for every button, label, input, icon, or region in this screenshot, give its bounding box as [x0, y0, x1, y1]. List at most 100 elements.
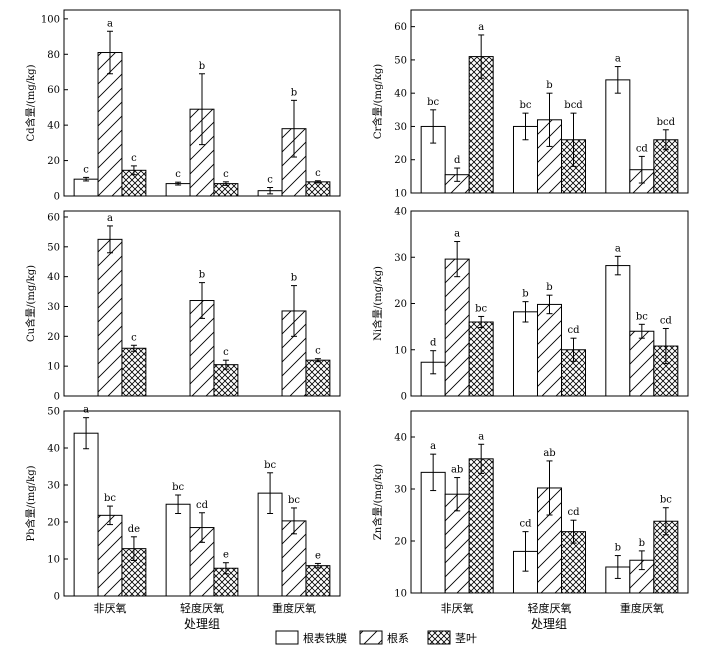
- y-axis-label: Pb含量/(mg/kg): [24, 465, 37, 541]
- legend: 根表铁膜 根系 茎叶: [275, 630, 477, 645]
- significance-label: bc: [264, 460, 276, 471]
- y-tick-label: 40: [47, 272, 60, 283]
- y-tick-label: 20: [394, 299, 407, 310]
- bar-film: [165, 503, 191, 597]
- y-tick-label: 40: [394, 89, 407, 100]
- y-tick-label: 10: [394, 345, 407, 356]
- bar-shoot: [305, 359, 331, 397]
- significance-label: bc: [660, 495, 672, 506]
- x-category-label: 重度厌氧: [620, 601, 664, 615]
- significance-label: bc: [288, 495, 300, 506]
- y-axis-label: Cr含量/(mg/kg): [371, 64, 384, 139]
- significance-label: bc: [475, 303, 487, 314]
- bar-film: [420, 471, 446, 594]
- significance-label: b: [291, 87, 297, 98]
- chart-panel: 0 20 40 60 80 100 Cd含量/(mg/kg) c a c c b c c b c: [24, 9, 341, 203]
- significance-label: cd: [196, 500, 209, 511]
- significance-label: bc: [519, 100, 531, 111]
- significance-label: a: [478, 22, 484, 33]
- bar-root: [444, 258, 470, 397]
- y-tick-label: 30: [394, 485, 407, 496]
- chart-panel: 10 20 30 40 Zn含量/(mg/kg) a ab a cd ab cd b b bc 非厌氧 轻度厌…: [371, 410, 689, 615]
- significance-label: c: [315, 168, 321, 179]
- significance-label: b: [291, 273, 297, 284]
- y-tick-label: 0: [54, 592, 60, 603]
- y-tick-label: 20: [47, 518, 60, 529]
- bar-shoot: [305, 181, 331, 197]
- significance-label: de: [128, 524, 140, 535]
- y-tick-label: 0: [54, 392, 60, 403]
- y-tick-label: 20: [394, 155, 407, 166]
- significance-label: a: [615, 243, 621, 254]
- significance-label: a: [478, 431, 484, 442]
- y-tick-label: 40: [394, 433, 407, 444]
- significance-label: ab: [543, 448, 555, 459]
- significance-label: a: [107, 18, 113, 29]
- y-tick-label: 60: [47, 212, 60, 223]
- y-tick-label: 30: [47, 302, 60, 313]
- x-category-label: 轻度厌氧: [528, 601, 572, 615]
- y-tick-label: 10: [47, 362, 60, 373]
- significance-label: bc: [104, 493, 116, 504]
- significance-label: b: [522, 289, 528, 300]
- y-tick-label: 10: [394, 189, 407, 200]
- bar-root: [444, 493, 470, 594]
- significance-label: c: [315, 346, 321, 357]
- significance-label: e: [315, 550, 321, 561]
- bar-shoot: [121, 347, 147, 397]
- legend-label: 根表铁膜: [303, 631, 347, 645]
- y-tick-label: 40: [47, 121, 60, 132]
- chart-panel: 0 10 20 30 40 Ni含量/(mg/kg) d a bc b b cd a bc cd: [371, 207, 689, 403]
- y-tick-label: 50: [47, 242, 60, 253]
- significance-label: d: [430, 338, 437, 349]
- legend-swatch-shoot: [427, 630, 451, 645]
- y-axis-label: Ni含量/(mg/kg): [371, 266, 384, 341]
- y-tick-label: 30: [47, 481, 60, 492]
- significance-label: cd: [660, 315, 673, 326]
- bar-shoot: [305, 565, 331, 597]
- significance-label: b: [199, 270, 205, 281]
- significance-label: a: [83, 405, 89, 416]
- significance-label: c: [131, 332, 137, 343]
- bar-film: [73, 432, 99, 597]
- significance-label: c: [223, 169, 229, 180]
- significance-label: a: [107, 213, 113, 224]
- x-category-label: 非厌氧: [441, 601, 474, 615]
- significance-label: bc: [172, 482, 184, 493]
- bar-film: [73, 178, 99, 197]
- y-tick-label: 0: [54, 192, 60, 203]
- chart-panel: 0 10 20 30 40 50 60 Cu含量/(mg/kg) a c b c b c: [24, 210, 341, 403]
- bar-shoot: [468, 458, 494, 594]
- legend-swatch-root: [359, 630, 383, 645]
- y-tick-label: 30: [394, 122, 407, 133]
- significance-label: cd: [567, 325, 580, 336]
- y-tick-label: 10: [47, 555, 60, 566]
- significance-label: b: [639, 538, 645, 549]
- significance-label: c: [131, 153, 137, 164]
- significance-label: c: [175, 169, 181, 180]
- bar-root: [97, 238, 123, 397]
- chart-panel: 0 10 20 30 40 50 Pb含量/(mg/kg) a bc de bc cd e bc bc e 非厌…: [24, 405, 341, 615]
- bar-film: [605, 79, 631, 194]
- significance-label: e: [223, 550, 229, 561]
- significance-label: c: [267, 174, 273, 185]
- legend-swatch-film: [275, 630, 299, 645]
- bar-shoot: [468, 56, 494, 194]
- bar-film: [605, 265, 631, 397]
- y-tick-label: 20: [47, 156, 60, 167]
- significance-label: cd: [567, 507, 580, 518]
- significance-label: a: [615, 54, 621, 65]
- y-tick-label: 60: [47, 85, 60, 96]
- x-category-label: 重度厌氧: [272, 601, 316, 615]
- significance-label: a: [454, 229, 460, 240]
- significance-label: b: [199, 61, 205, 72]
- significance-label: cd: [636, 143, 649, 154]
- significance-label: bcd: [657, 117, 676, 128]
- significance-label: b: [546, 282, 552, 293]
- legend-label: 茎叶: [455, 632, 477, 645]
- y-tick-label: 20: [47, 332, 60, 343]
- bar-root: [536, 303, 563, 397]
- significance-label: bc: [427, 97, 439, 108]
- y-tick-label: 10: [394, 589, 407, 600]
